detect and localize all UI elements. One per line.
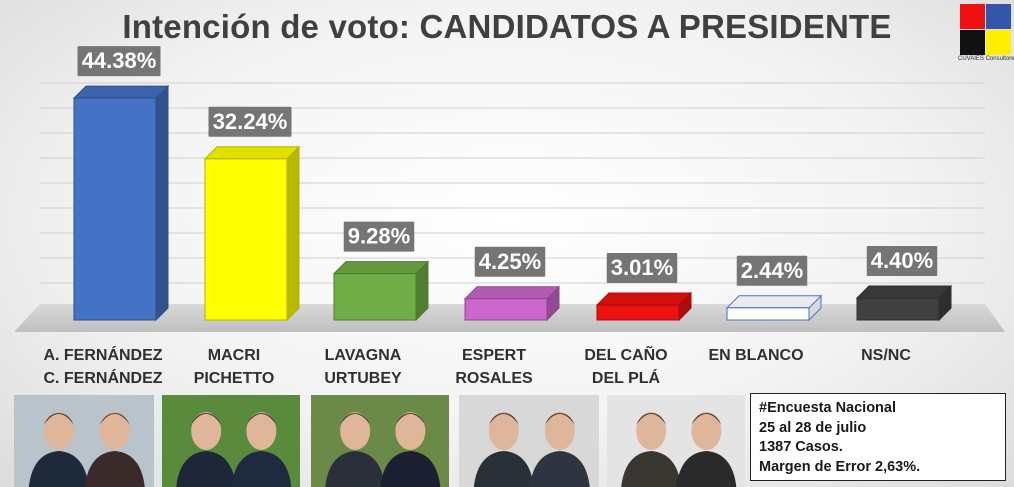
logo-black-square (960, 30, 985, 55)
category-label: ESPERT ROSALES (419, 344, 569, 390)
svg-text:32.24%: 32.24% (213, 109, 288, 134)
category-label: A. FERNÁNDEZ C. FERNÁNDEZ (28, 344, 178, 390)
category-label: LAVAGNA URTUBEY (288, 344, 438, 390)
espert-rosales-photo (459, 395, 599, 487)
bar (332, 260, 430, 322)
category-label-line: MACRI (207, 347, 261, 364)
lavagna-urtubey-photo (311, 395, 449, 487)
chart-gridlines (40, 82, 985, 309)
info-line: #Encuesta Nacional (759, 400, 896, 416)
info-line: 1387 Casos. (759, 439, 843, 455)
category-label-line: EN BLANCO (708, 347, 804, 364)
survey-info-box: #Encuesta Nacional 25 al 28 de julio 138… (750, 393, 1006, 481)
category-label-line: URTUBEY (324, 370, 402, 387)
category-label-line: LAVAGNA (324, 347, 402, 364)
macri-pichetto-photo (162, 395, 300, 487)
logo-yellow-square (986, 30, 1011, 55)
data-label: 4.40% (866, 246, 938, 276)
bar (855, 284, 953, 322)
category-label-line: NS/NC (861, 347, 911, 364)
category-label: DEL CAÑO DEL PLÁ (551, 344, 701, 390)
category-label-line: ROSALES (455, 370, 533, 387)
svg-text:4.25%: 4.25% (479, 249, 541, 274)
consultancy-logo: CUVAIES Consultores (958, 2, 1014, 64)
data-label: 32.24% (208, 106, 292, 137)
svg-text:3.01%: 3.01% (611, 255, 673, 280)
info-line: 25 al 28 de julio (759, 419, 867, 436)
bar (595, 291, 693, 322)
category-label-line: DEL CAÑO (584, 347, 668, 364)
data-label: 2.44% (736, 255, 808, 286)
bar (725, 294, 823, 322)
bar (203, 145, 301, 322)
category-label-line: PICHETTO (193, 370, 275, 387)
category-label: MACRI PICHETTO (159, 344, 309, 390)
bar (463, 285, 561, 322)
category-label: NS/NC (811, 344, 961, 367)
svg-text:44.38%: 44.38% (82, 48, 157, 73)
logo-text: CUVAIES Consultores (958, 56, 1014, 62)
bar-chart: 44.38% 32.24% 9.28% 4.25% 3.01% 2.44% 4.40% (14, 46, 1005, 332)
svg-text:9.28%: 9.28% (348, 224, 410, 249)
del-cano-del-pla-photo (607, 395, 745, 487)
logo-blue-square (986, 4, 1011, 29)
data-label: 4.25% (474, 246, 546, 277)
svg-text:4.40%: 4.40% (871, 248, 933, 273)
category-label-line: A. FERNÁNDEZ (43, 347, 163, 364)
category-label-line: ESPERT (461, 347, 526, 364)
data-label: 44.38% (77, 46, 161, 77)
chart-title: Intención de voto: CANDIDATOS A PRESIDEN… (122, 8, 892, 45)
logo-red-square (960, 4, 985, 29)
bar (72, 84, 170, 322)
a-fernandez-c-fernandez-photo (14, 395, 154, 487)
category-label-line: C. FERNÁNDEZ (43, 370, 163, 387)
category-label: EN BLANCO (681, 344, 831, 367)
data-label: 3.01% (606, 252, 678, 283)
info-line: Margen de Error 2,63%. (759, 458, 921, 475)
category-label-line: DEL PLÁ (591, 370, 661, 387)
data-label: 9.28% (343, 221, 415, 252)
svg-text:2.44%: 2.44% (741, 258, 803, 283)
